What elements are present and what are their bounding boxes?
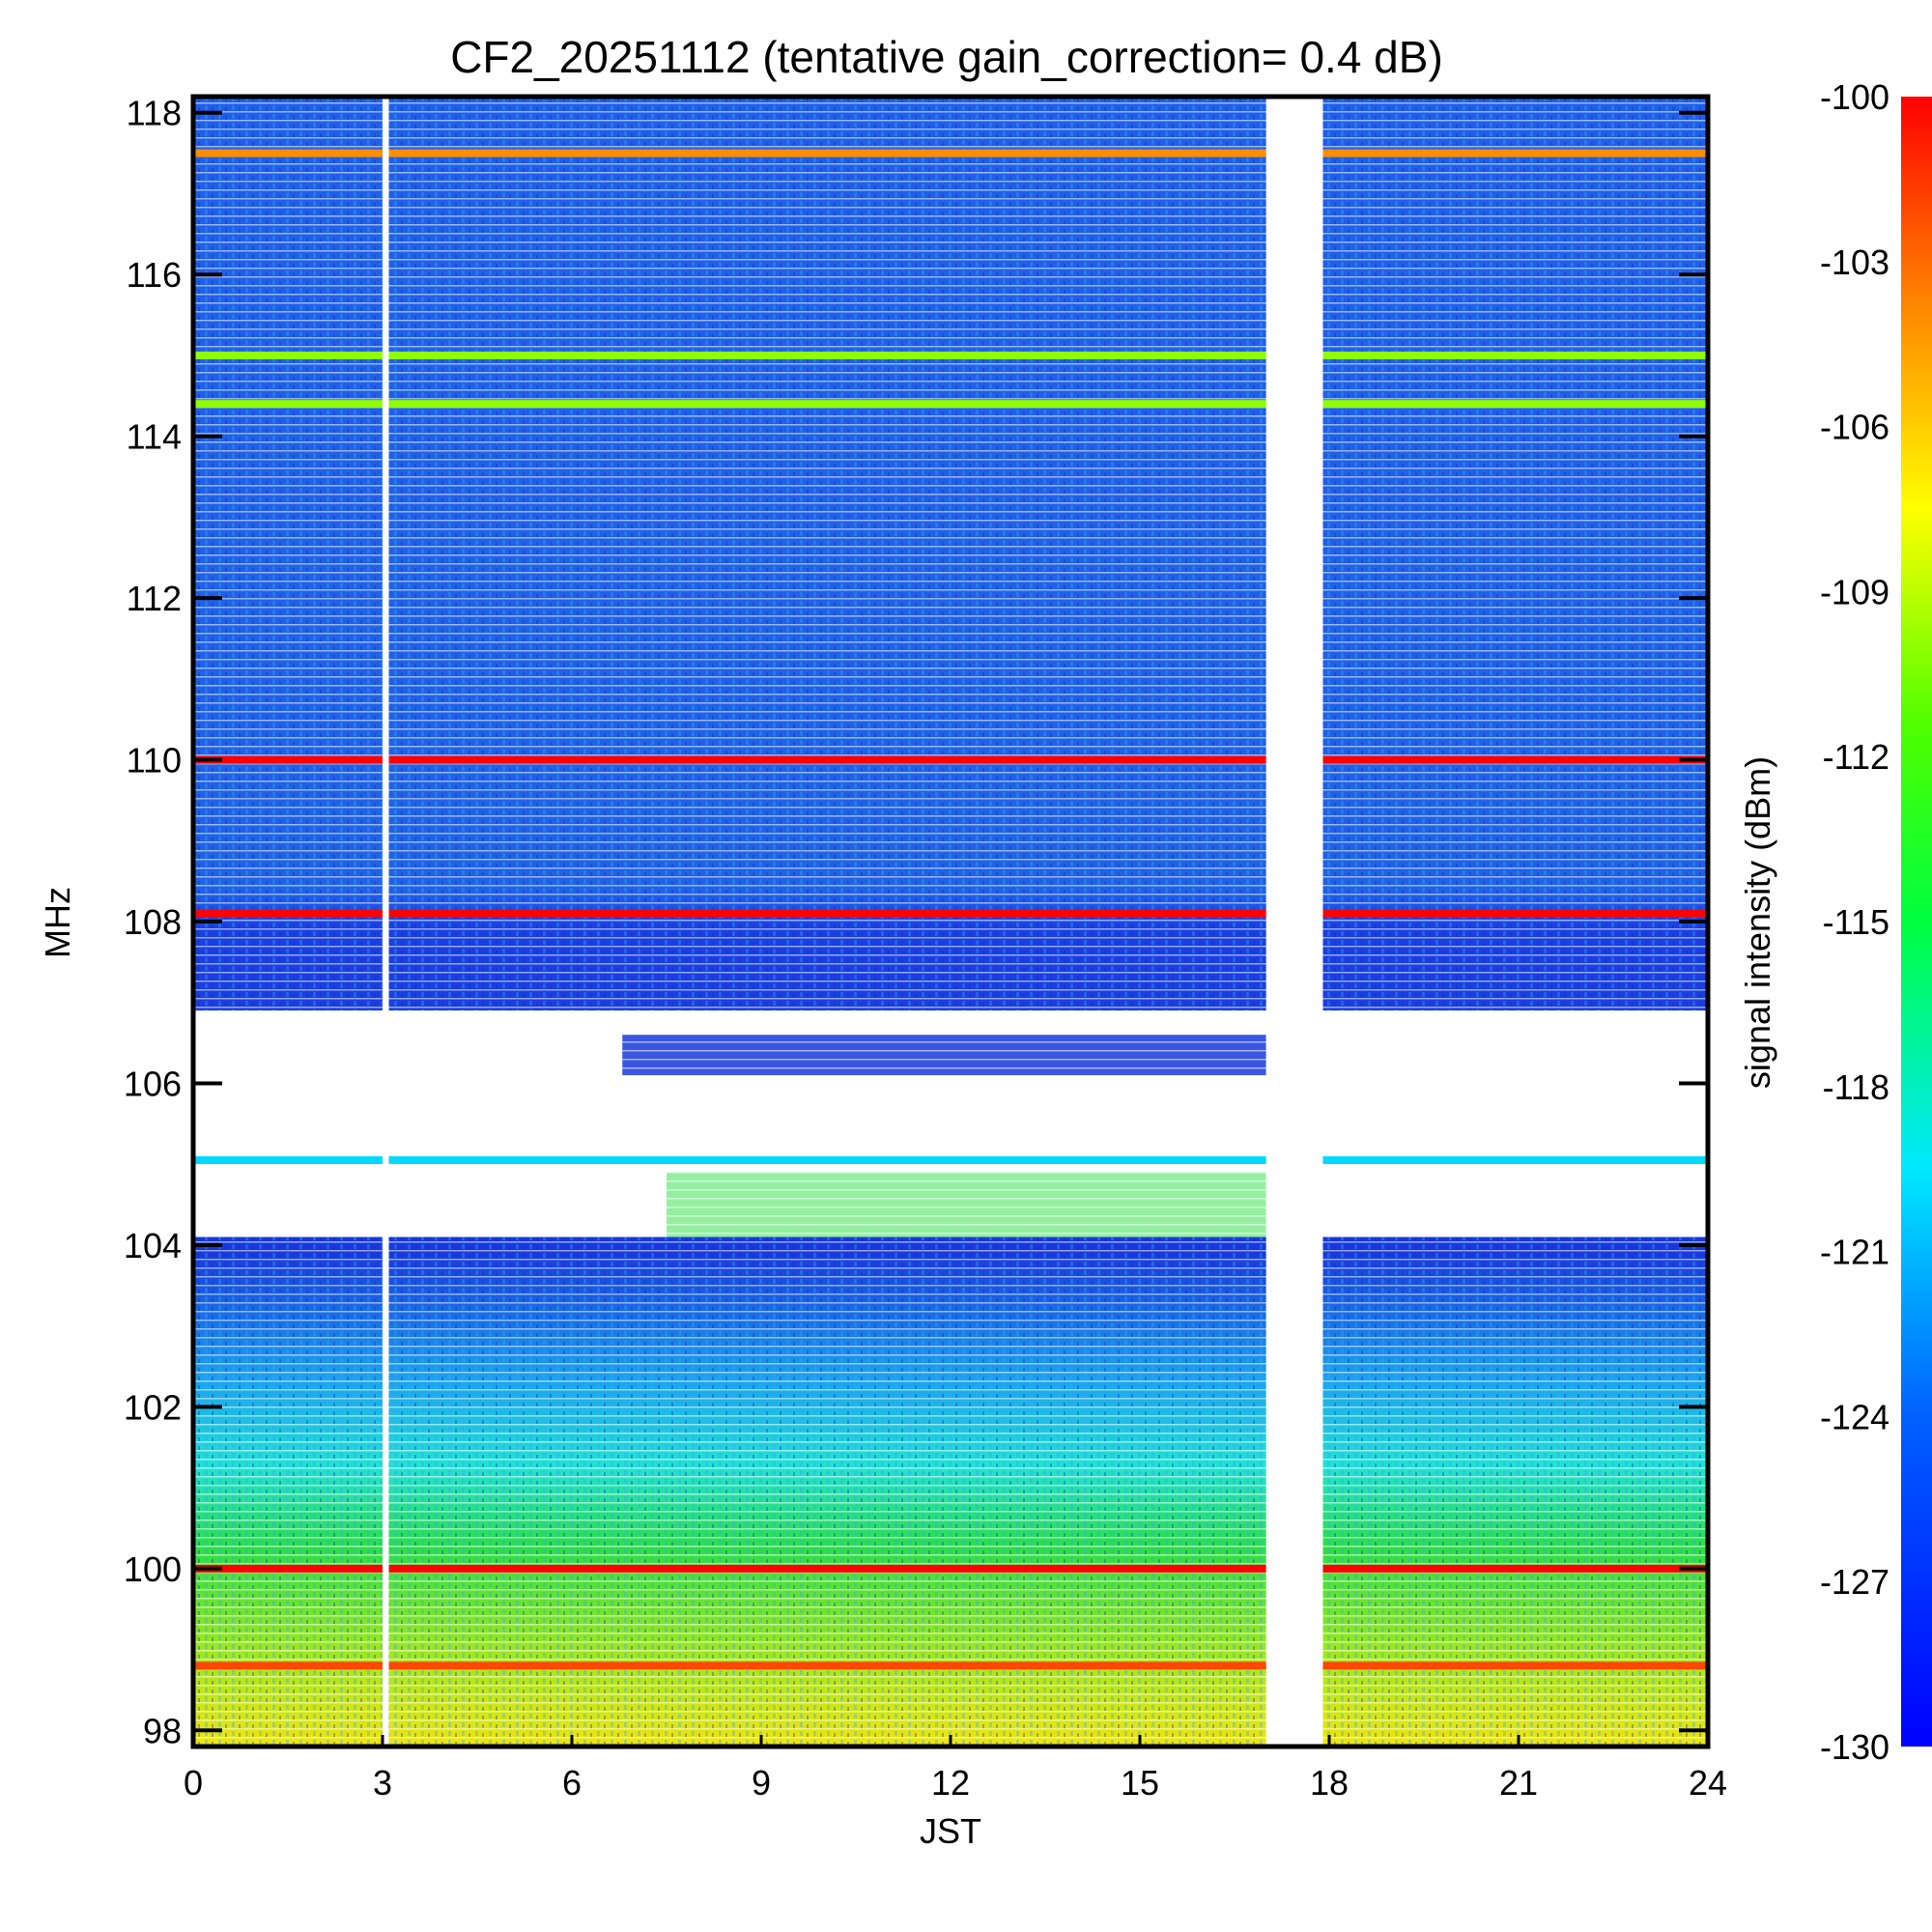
band-line — [193, 1564, 1708, 1573]
band-line — [193, 909, 1708, 918]
y-tick-label: 118 — [127, 94, 182, 133]
colorbar-tick-label: -106 — [1820, 408, 1889, 447]
y-axis-title: MHz — [38, 887, 77, 958]
data-gaps-group — [383, 97, 1323, 1747]
colorbar-tick-label: -115 — [1823, 902, 1889, 942]
spectrogram-row-stripes — [193, 97, 1708, 1747]
colorbar-tick-label: -112 — [1823, 737, 1889, 777]
x-tick-label: 15 — [1121, 1763, 1159, 1803]
band-line — [193, 351, 1708, 359]
colorbar-tick-label: -103 — [1820, 242, 1889, 282]
colorbar-tick-label: -109 — [1820, 572, 1889, 611]
colorbar-tick-label: -130 — [1820, 1727, 1889, 1767]
y-tick-label: 100 — [124, 1549, 182, 1589]
band-line — [193, 755, 1708, 764]
colorbar-tick-label: -100 — [1820, 77, 1889, 117]
colorbar — [1901, 97, 1932, 1747]
y-tick-label: 108 — [124, 902, 182, 942]
plot-area — [190, 94, 1711, 1749]
band-line — [193, 1662, 1708, 1670]
y-axis: 98 100 102 104 106 108 110 112 114 116 118 — [124, 94, 1708, 1750]
y-tick-label: 102 — [124, 1387, 182, 1427]
colorbar-tick-label: -121 — [1820, 1233, 1889, 1272]
chart-title: CF2_20251112 (tentative gain_correction=… — [450, 32, 1443, 82]
colorbar-ticks: -100 -103 -106 -109 -112 -115 -118 -121 -124 -127… — [1820, 77, 1889, 1767]
strong-bands-group — [193, 149, 1708, 1670]
y-tick-label: 116 — [127, 255, 182, 295]
data-gap — [1265, 97, 1323, 1747]
colorbar-tick-label: -127 — [1820, 1562, 1889, 1602]
x-tick-label: 21 — [1499, 1763, 1538, 1803]
x-tick-label: 0 — [184, 1763, 203, 1803]
x-tick-label: 6 — [562, 1763, 582, 1803]
band-line — [193, 149, 1708, 157]
x-tick-label: 12 — [931, 1763, 970, 1803]
x-axis: 0 3 6 9 12 15 18 21 24 — [184, 1735, 1727, 1803]
y-tick-label: 112 — [127, 579, 182, 618]
y-tick-label: 110 — [127, 741, 182, 781]
y-tick-label: 106 — [124, 1064, 182, 1103]
x-tick-label: 9 — [752, 1763, 771, 1803]
band-line — [193, 1155, 1708, 1164]
y-tick-label: 98 — [143, 1711, 182, 1750]
y-tick-label: 114 — [127, 417, 182, 457]
x-tick-label: 3 — [373, 1763, 392, 1803]
colorbar-tick-label: -118 — [1823, 1067, 1889, 1107]
x-axis-title: JST — [920, 1811, 981, 1851]
x-tick-label: 18 — [1310, 1763, 1349, 1803]
x-tick-label: 24 — [1689, 1763, 1727, 1803]
colorbar-title: signal intensity (dBm) — [1738, 756, 1777, 1089]
y-tick-label: 104 — [124, 1226, 182, 1265]
data-gap — [383, 97, 389, 1747]
colorbar-tick-label: -124 — [1820, 1397, 1889, 1436]
band-line — [193, 400, 1708, 409]
